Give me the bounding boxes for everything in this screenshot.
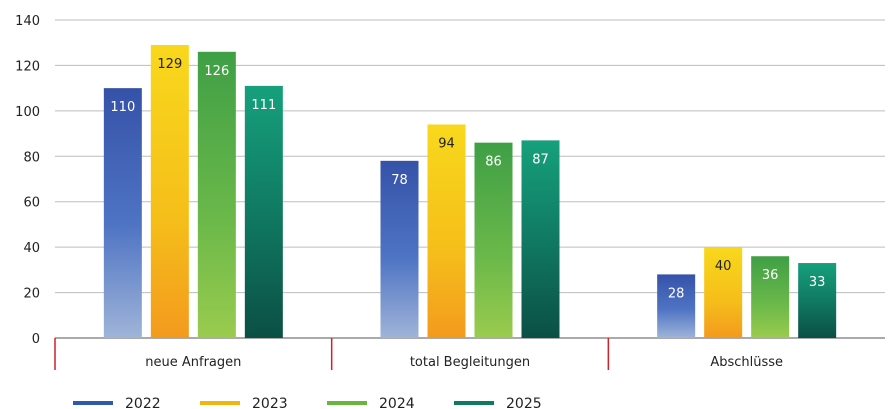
data-label: 110 [110, 100, 135, 115]
data-label: 129 [157, 57, 182, 72]
category-label: neue Anfragen [145, 355, 241, 370]
category-label: Abschlüsse [710, 355, 783, 370]
data-label: 78 [391, 173, 408, 188]
legend-label: 2024 [379, 396, 415, 409]
legend-swatch [200, 401, 240, 405]
bar [244, 85, 283, 338]
bar [798, 263, 837, 338]
data-label: 40 [715, 259, 732, 274]
y-tick-label: 140 [15, 14, 40, 29]
legend-swatch [327, 401, 367, 405]
bar [380, 160, 419, 338]
legend-label: 2025 [506, 396, 542, 409]
data-label: 86 [485, 155, 502, 170]
legend-swatch [454, 401, 494, 405]
legend-swatch [73, 401, 113, 405]
axes: 0 20 40 60 80 100 120 140 neue Anfragen total Beg… [15, 14, 885, 370]
bar [427, 124, 466, 338]
legend: 2022 2023 2024 2025 [73, 396, 542, 409]
data-label: 94 [438, 136, 455, 151]
y-tick-label: 80 [23, 150, 40, 165]
data-label: 126 [204, 64, 229, 79]
bar [103, 88, 142, 339]
data-label: 87 [532, 152, 549, 167]
y-tick-label: 0 [32, 332, 40, 347]
bar [521, 140, 560, 338]
bar [197, 51, 236, 339]
y-tick-label: 60 [23, 196, 40, 211]
data-label: 28 [668, 286, 685, 301]
bar [751, 256, 790, 338]
data-label: 33 [809, 275, 826, 290]
data-label: 111 [251, 98, 276, 113]
bar [704, 247, 743, 338]
legend-label: 2023 [252, 396, 288, 409]
gridlines [55, 19, 885, 294]
legend-label: 2022 [125, 396, 161, 409]
data-labels: 110 129 126 111 78 94 86 87 28 40 36 33 [110, 57, 825, 301]
bars [103, 44, 837, 339]
y-tick-label: 100 [15, 105, 40, 120]
data-label: 36 [762, 268, 779, 283]
y-tick-label: 40 [23, 241, 40, 256]
bar [474, 142, 513, 338]
y-tick-label: 120 [15, 59, 40, 74]
bar [150, 44, 189, 338]
category-label: total Begleitungen [410, 355, 530, 370]
y-tick-label: 20 [23, 287, 40, 302]
bar [657, 274, 696, 338]
